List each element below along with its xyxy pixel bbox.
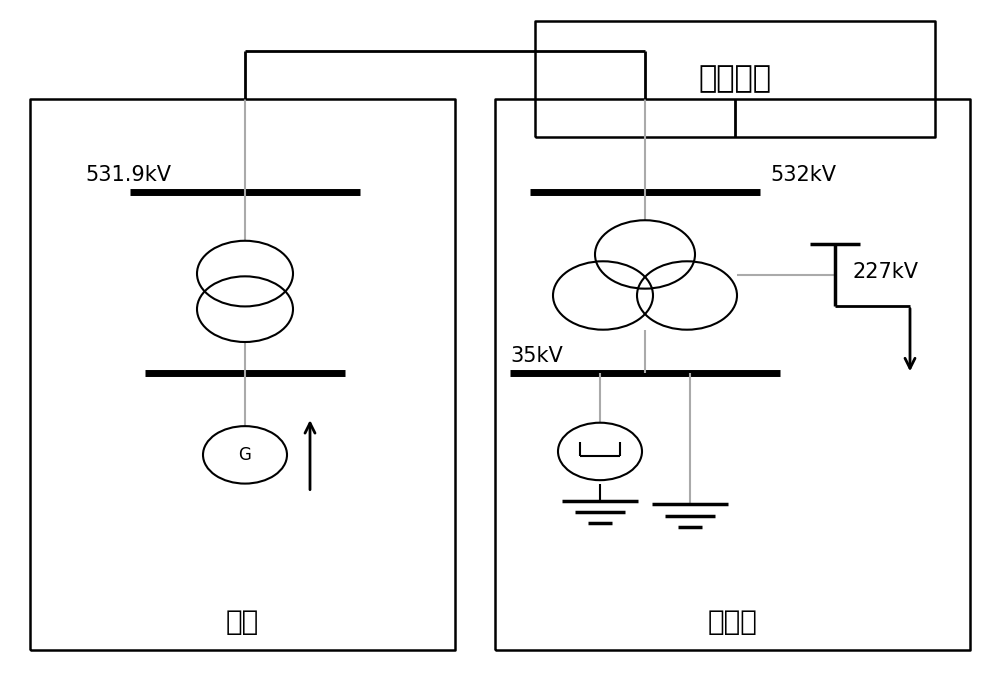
Text: 其他厂站: 其他厂站 bbox=[699, 64, 772, 93]
Text: 35kV: 35kV bbox=[510, 346, 563, 366]
Text: 532kV: 532kV bbox=[770, 165, 836, 185]
Text: 变电站: 变电站 bbox=[708, 609, 757, 636]
Text: G: G bbox=[239, 446, 251, 464]
Text: 电厂: 电厂 bbox=[226, 609, 259, 636]
Text: 227kV: 227kV bbox=[853, 261, 919, 282]
Text: 531.9kV: 531.9kV bbox=[85, 165, 171, 185]
